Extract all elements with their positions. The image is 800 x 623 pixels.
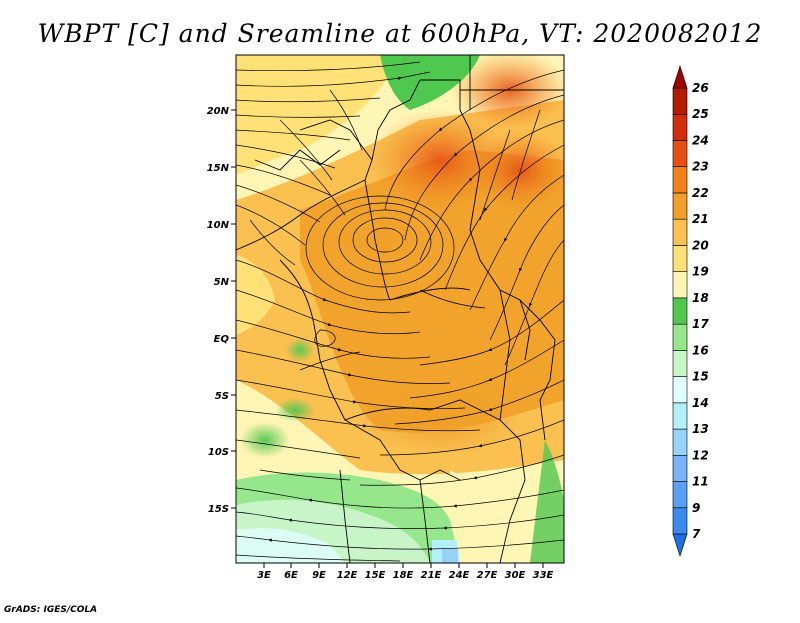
lat-tick-label: 15N xyxy=(207,163,230,174)
wbpt-field xyxy=(236,55,564,563)
lon-tick-label: 33E xyxy=(533,570,554,581)
longitude-axis: 3E 6E 9E 12E 15E 18E 21E 24E 27E 30E 33E xyxy=(257,563,554,581)
lon-tick-label: 9E xyxy=(312,570,326,581)
lon-tick-label: 6E xyxy=(284,570,298,581)
colorbar-label: 14 xyxy=(692,396,709,410)
colorbar-swatch xyxy=(672,297,688,325)
colorbar-label: 24 xyxy=(692,133,709,147)
colorbar-swatch xyxy=(672,454,688,482)
colorbar-label: 16 xyxy=(692,343,709,357)
lat-tick-label: 10N xyxy=(207,220,230,231)
colorbar-swatch xyxy=(672,218,688,246)
streamlines xyxy=(236,61,564,562)
colorbar-label: 21 xyxy=(692,212,709,226)
colorbar-label: 18 xyxy=(692,291,709,305)
lon-tick-label: 18E xyxy=(393,570,414,581)
colorbar-swatch xyxy=(672,245,688,272)
lat-tick-label: EQ xyxy=(214,334,230,345)
colorbar-label: 13 xyxy=(692,422,709,436)
colorbar-label: 12 xyxy=(692,448,709,462)
colorbar-swatch xyxy=(672,376,688,404)
colorbar-swatch xyxy=(672,87,688,115)
lon-tick-label: 27E xyxy=(477,570,498,581)
lon-tick-label: 21E xyxy=(421,570,442,581)
colorbar-label: 23 xyxy=(692,160,709,174)
lon-tick-label: 3E xyxy=(257,570,271,581)
map-frame xyxy=(235,54,565,564)
lat-tick-label: 10S xyxy=(208,447,229,458)
lon-tick-label: 12E xyxy=(337,570,358,581)
colorbar-label: 19 xyxy=(692,265,709,279)
colorbar-swatch xyxy=(672,402,688,430)
colorbar-label: 17 xyxy=(692,317,709,331)
colorbar-label: 20 xyxy=(692,238,709,252)
lat-tick-label: 15S xyxy=(208,504,229,515)
colorbar: 7 9 11 12 13 14 15 16 17 18 19 20 21 22 23 24 25 26 xyxy=(672,65,709,557)
colorbar-label: 26 xyxy=(692,81,709,95)
colorbar-swatch xyxy=(672,507,688,535)
colorbar-swatch xyxy=(672,323,688,351)
colorbar-label: 25 xyxy=(692,107,709,121)
colorbar-swatch xyxy=(672,481,688,509)
colorbar-swatch xyxy=(672,140,688,168)
colorbar-label: 9 xyxy=(692,501,700,515)
colorbar-label: 15 xyxy=(692,370,709,384)
lat-tick-label: 20N xyxy=(207,106,230,117)
colorbar-swatch xyxy=(672,428,688,456)
colorbar-swatch xyxy=(672,113,688,141)
lon-tick-label: 15E xyxy=(365,570,386,581)
colorbar-swatch xyxy=(672,166,688,194)
credit-label: GrADS: IGES/COLA xyxy=(4,605,97,615)
colorbar-min-arrow xyxy=(672,533,688,557)
colorbar-swatch xyxy=(672,271,688,299)
colorbar-label: 22 xyxy=(692,186,709,200)
colorbar-swatch xyxy=(672,350,688,377)
lon-tick-label: 24E xyxy=(449,570,470,581)
colorbar-max-arrow xyxy=(672,65,688,89)
lat-tick-label: 5S xyxy=(215,391,229,402)
latitude-axis: 20N 15N 10N 5N EQ 5S 10S 15S xyxy=(207,106,236,515)
colorbar-label: 11 xyxy=(692,475,709,489)
colorbar-swatch xyxy=(672,192,688,220)
lon-tick-label: 30E xyxy=(505,570,526,581)
colorbar-label: 7 xyxy=(692,527,701,541)
plot-title: WBPT [C] and Sreamline at 600hPa, VT: 20… xyxy=(38,19,763,48)
lat-tick-label: 5N xyxy=(214,277,230,288)
